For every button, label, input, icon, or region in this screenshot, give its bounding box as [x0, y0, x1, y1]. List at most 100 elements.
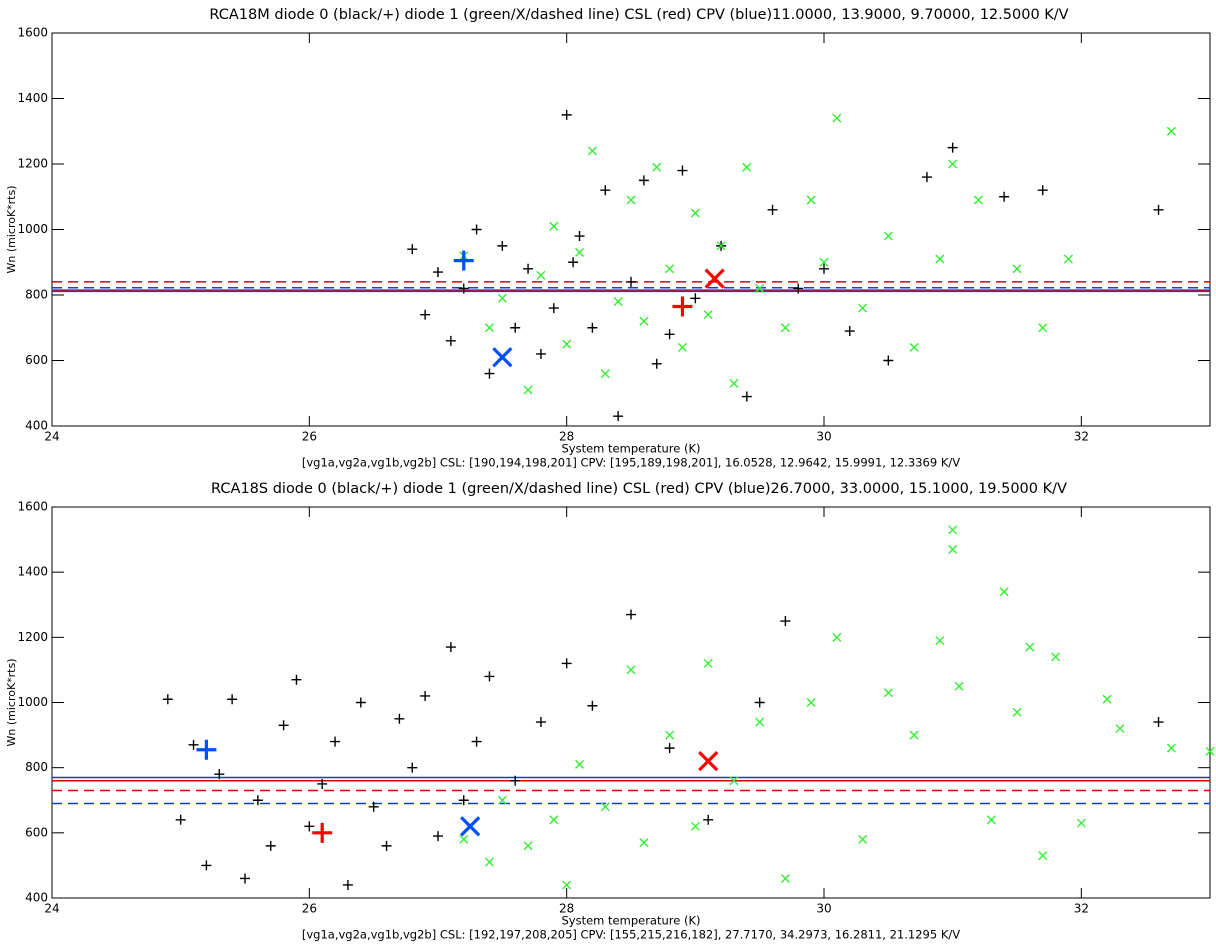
point: [741, 391, 752, 402]
y-tick-label: 1200: [17, 630, 48, 644]
point: [587, 322, 598, 333]
point: [600, 802, 610, 812]
point: [973, 195, 983, 205]
point: [639, 316, 649, 326]
point: [793, 283, 804, 294]
point: [227, 694, 238, 705]
point: [664, 743, 675, 754]
point: [484, 857, 494, 867]
point: [819, 263, 829, 274]
point: [407, 762, 418, 773]
point: [1038, 851, 1048, 861]
point: [626, 665, 636, 675]
point: [587, 700, 598, 711]
point: [535, 717, 546, 728]
point: [613, 411, 624, 422]
point: [562, 339, 572, 349]
point: [574, 231, 585, 242]
point-series: [698, 751, 719, 772]
point: [407, 244, 418, 255]
point: [523, 385, 533, 395]
point: [240, 873, 250, 884]
point: [600, 369, 610, 379]
x-tick-label: 26: [302, 430, 317, 444]
y-tick-label: 400: [25, 891, 48, 905]
point: [832, 113, 842, 123]
summary-marker: [672, 296, 693, 317]
point: [420, 690, 431, 701]
x-tick-label: 26: [302, 902, 317, 916]
x-axis-label: System temperature (K): [562, 914, 701, 928]
point-series: [459, 525, 1215, 890]
point: [458, 795, 469, 806]
point: [755, 717, 765, 727]
summary-marker: [698, 751, 719, 772]
point: [780, 873, 790, 883]
chart-title: RCA18M diode 0 (black/+) diode 1 (green/…: [209, 7, 1068, 23]
point: [510, 322, 521, 333]
point: [317, 778, 328, 789]
point: [639, 838, 649, 848]
point: [703, 814, 714, 825]
point: [291, 674, 302, 685]
point: [948, 525, 958, 535]
point: [806, 698, 816, 707]
point: [921, 172, 932, 183]
y-axis-label: Wn (microK*rts): [5, 658, 18, 746]
point: [754, 697, 765, 708]
point: [883, 355, 894, 366]
y-tick-label: 600: [25, 825, 48, 839]
point: [497, 293, 507, 303]
point: [1051, 652, 1061, 662]
point: [265, 840, 276, 851]
subtitle: [vg1a,vg2a,vg1b,vg2b] CSL: [192,197,208,…: [302, 928, 960, 942]
point: [278, 720, 289, 731]
point: [523, 263, 534, 274]
point: [497, 795, 507, 805]
point: [214, 769, 225, 780]
point: [935, 254, 945, 264]
point: [665, 730, 675, 740]
point: [664, 329, 675, 340]
point: [304, 821, 315, 832]
point: [1166, 743, 1176, 753]
point: [780, 616, 791, 627]
point: [1038, 323, 1048, 333]
point: [1166, 126, 1176, 136]
point-series: [453, 250, 474, 271]
point-series: [312, 822, 333, 843]
point-series: [162, 609, 1164, 890]
point-series: [704, 268, 725, 289]
point: [433, 267, 443, 278]
point: [729, 378, 739, 388]
point: [948, 544, 958, 554]
y-tick-label: 1600: [17, 26, 48, 40]
point: [947, 142, 958, 153]
point: [999, 191, 1010, 202]
point: [1102, 694, 1112, 704]
point: [561, 658, 572, 669]
point: [1063, 254, 1073, 264]
plot-frame: [51, 32, 1211, 427]
plot-frame: [51, 506, 1211, 899]
y-tick-label: 600: [25, 353, 48, 367]
point: [445, 642, 456, 653]
point: [471, 736, 482, 747]
point: [252, 795, 263, 806]
point: [677, 342, 687, 352]
point: [188, 739, 199, 750]
x-tick-label: 32: [1074, 902, 1089, 916]
point: [858, 303, 868, 313]
point: [677, 165, 688, 176]
point: [999, 587, 1009, 597]
point: [459, 834, 469, 844]
point: [575, 759, 585, 769]
point: [587, 146, 597, 156]
point: [330, 736, 341, 747]
x-tick-label: 30: [816, 430, 831, 444]
point: [1025, 642, 1035, 652]
point-series: [672, 296, 693, 317]
point: [394, 713, 405, 724]
point: [1076, 818, 1086, 828]
x-tick-label: 28: [559, 430, 574, 444]
